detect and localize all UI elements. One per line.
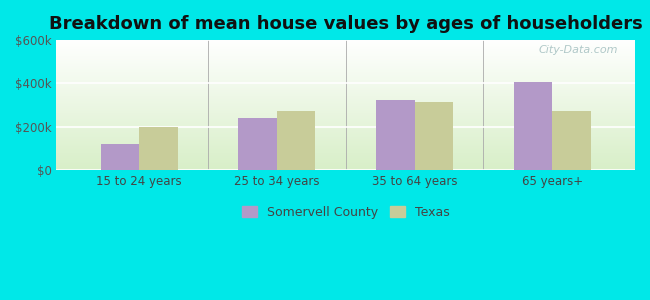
- Legend: Somervell County, Texas: Somervell County, Texas: [242, 206, 450, 219]
- Bar: [139, 127, 177, 170]
- Text: City-Data.com: City-Data.com: [538, 45, 617, 55]
- Bar: [376, 100, 415, 170]
- Bar: [277, 111, 315, 170]
- Bar: [552, 111, 591, 170]
- Bar: [514, 82, 552, 170]
- Bar: [415, 102, 453, 170]
- Title: Breakdown of mean house values by ages of householders: Breakdown of mean house values by ages o…: [49, 15, 643, 33]
- Bar: [101, 144, 139, 170]
- Bar: [239, 118, 277, 170]
